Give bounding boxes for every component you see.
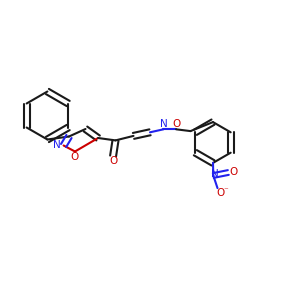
Text: ⁻: ⁻: [224, 186, 228, 195]
Text: N: N: [53, 140, 61, 150]
Text: O: O: [172, 119, 181, 129]
Text: N: N: [211, 169, 219, 179]
Text: N: N: [160, 119, 168, 129]
Text: O: O: [70, 152, 79, 162]
Text: O: O: [230, 167, 238, 177]
Text: O: O: [216, 188, 225, 198]
Text: O: O: [109, 156, 117, 167]
